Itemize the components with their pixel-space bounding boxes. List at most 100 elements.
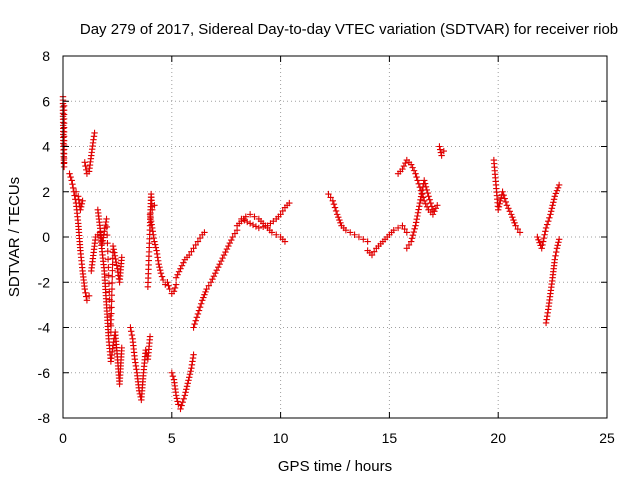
data-point-fill: [108, 304, 115, 311]
data-point: [516, 229, 524, 236]
series-scatter-p: [364, 222, 411, 259]
data-point-fill: [104, 239, 111, 247]
data-point-fill: [496, 200, 503, 208]
data-point: [542, 224, 550, 232]
data-point-fill: [428, 203, 436, 210]
series-scatter-e: [88, 229, 125, 388]
data-point-fill: [105, 280, 113, 287]
data-point-fill: [437, 149, 445, 156]
data-point-fill: [171, 284, 179, 292]
data-point-fill: [128, 331, 136, 339]
data-point: [286, 199, 293, 207]
data-point-fill: [549, 202, 556, 209]
data-point-fill: [192, 317, 199, 324]
data-point-fill: [112, 259, 120, 266]
data-point: [190, 351, 197, 358]
series-scatter-v: [542, 236, 563, 327]
data-point-fill: [82, 162, 89, 170]
series-scatter-n: [238, 199, 293, 232]
data-point: [168, 369, 175, 376]
data-point: [421, 177, 428, 184]
data-point-fill: [539, 238, 547, 245]
data-point-fill: [205, 282, 212, 289]
data-point-fill: [402, 159, 409, 167]
data-point-fill: [67, 173, 74, 181]
data-point-fill: [77, 203, 85, 211]
data-point-fill: [370, 248, 378, 255]
data-point: [216, 260, 223, 268]
data-point: [81, 159, 88, 166]
data-point-fill: [332, 207, 340, 215]
data-point: [81, 285, 88, 293]
axis-ticks: 0 5 10 15 20 25 -8 -6 -4 -2 0 2 4 6 8: [38, 48, 615, 446]
data-point: [72, 188, 80, 195]
data-points: [59, 93, 563, 413]
data-point-fill: [108, 291, 116, 299]
data-point-fill: [215, 263, 222, 271]
data-point-fill: [410, 167, 418, 174]
data-point-fill: [173, 395, 181, 402]
data-point: [85, 292, 93, 300]
y-tick-label: 4: [42, 139, 50, 155]
data-point-fill: [541, 231, 548, 238]
data-point-fill: [83, 293, 90, 300]
y-tick-label: -4: [38, 320, 51, 336]
data-point-fill: [156, 263, 163, 271]
data-point-fill: [327, 194, 334, 201]
data-point: [390, 227, 397, 234]
data-point: [403, 245, 411, 252]
data-point-fill: [182, 389, 189, 396]
data-point: [508, 211, 515, 218]
data-point: [425, 193, 432, 200]
data-point-fill: [550, 199, 557, 206]
data-point: [333, 211, 341, 218]
data-point: [436, 143, 443, 150]
data-point: [207, 279, 215, 286]
y-tick-label: -8: [38, 410, 51, 426]
data-point: [225, 242, 232, 250]
series-scatter-u: [534, 181, 563, 252]
data-point: [421, 197, 428, 204]
x-tick-label: 20: [490, 430, 506, 446]
data-point: [555, 236, 563, 243]
data-point-fill: [432, 205, 440, 212]
data-point-fill: [185, 377, 192, 384]
data-point: [412, 170, 419, 177]
data-point: [246, 220, 254, 227]
data-point: [412, 222, 419, 229]
data-point-fill: [424, 189, 431, 197]
data-point: [255, 224, 263, 232]
data-point-fill: [436, 146, 444, 153]
data-point-fill: [252, 223, 260, 230]
data-point-fill: [413, 216, 420, 223]
data-point-fill: [108, 285, 116, 293]
data-point-fill: [103, 231, 111, 239]
series-scatter-k: [168, 351, 197, 413]
data-point-fill: [210, 273, 218, 280]
data-point-fill: [555, 239, 562, 246]
series-scatter-d: [81, 129, 98, 177]
data-point-fill: [249, 221, 257, 229]
data-point-fill: [192, 241, 199, 249]
data-point-fill: [186, 371, 194, 378]
x-tick-label: 10: [273, 430, 289, 446]
y-tick-label: 2: [42, 184, 50, 200]
data-point: [66, 170, 73, 177]
data-point-fill: [196, 234, 204, 242]
data-point-fill: [193, 314, 201, 321]
data-point: [172, 281, 180, 288]
data-point-fill: [540, 234, 548, 242]
data-point-fill: [501, 195, 508, 202]
data-point-fill: [497, 197, 504, 204]
series-scatter-g: [127, 324, 154, 404]
series-scatter-l: [190, 227, 241, 331]
data-point: [157, 270, 165, 277]
data-point-fill: [401, 225, 408, 233]
data-point-fill: [552, 190, 560, 197]
data-point-fill: [418, 190, 425, 197]
data-point: [166, 285, 173, 293]
data-point: [103, 215, 110, 223]
data-point: [172, 274, 180, 281]
data-point-fill: [69, 181, 76, 188]
